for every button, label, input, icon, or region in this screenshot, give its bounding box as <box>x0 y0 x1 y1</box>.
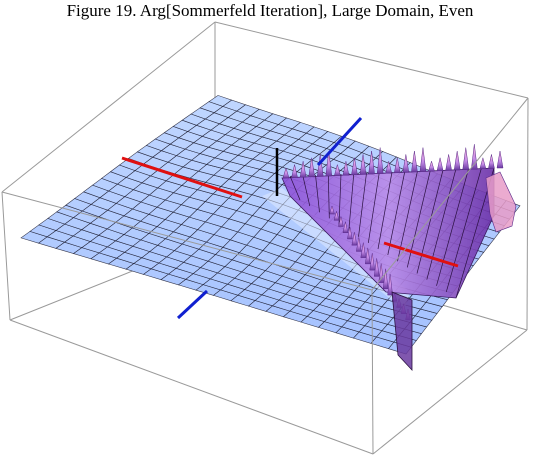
wall-mesh-line <box>289 175 301 201</box>
spike <box>369 253 376 271</box>
blue-line-bottom <box>176 289 209 320</box>
spike <box>347 226 353 240</box>
spike <box>308 157 315 178</box>
spike <box>291 164 298 178</box>
wall-mesh-line <box>358 172 367 237</box>
spike <box>329 205 335 215</box>
spike <box>479 156 487 170</box>
spike <box>496 150 504 169</box>
spike <box>382 268 389 290</box>
spike <box>373 258 380 277</box>
spike <box>325 150 333 177</box>
spike <box>342 161 350 176</box>
wall-mesh-line <box>397 170 418 262</box>
spike <box>453 150 461 171</box>
box-edge-back-top-left <box>1 21 216 193</box>
spike <box>282 167 290 179</box>
spike <box>488 154 495 169</box>
spike <box>428 160 435 172</box>
spike <box>338 216 344 227</box>
wall-mesh-line <box>436 168 469 286</box>
spike <box>462 147 470 170</box>
front-wedge <box>391 291 413 372</box>
spike <box>393 157 401 174</box>
wall-mesh-line <box>416 169 444 274</box>
spike <box>445 154 452 171</box>
wall-mesh-line <box>445 168 482 292</box>
box-edge-back-top-right <box>214 21 529 99</box>
wall-mesh-line <box>302 175 311 207</box>
spike <box>419 147 427 172</box>
wall-mesh-line <box>315 174 320 213</box>
overlay-lines <box>121 116 459 320</box>
bounding-box-front <box>1 97 529 455</box>
surface-layer <box>20 95 521 372</box>
spike <box>436 157 444 172</box>
red-line-right <box>383 241 459 268</box>
wall-mesh-line <box>367 172 380 243</box>
spike <box>402 154 410 173</box>
figure-title: Figure 19. Arg[Sommerfeld Iteration], La… <box>66 1 474 20</box>
wall-mesh-line <box>377 171 393 250</box>
box-edge-front-right-vertical <box>526 97 529 331</box>
wall-mesh-line <box>327 174 330 219</box>
spike <box>411 150 418 173</box>
spike <box>376 147 384 174</box>
box-edge-top-front-left <box>1 191 373 291</box>
spike <box>385 161 393 174</box>
box-edge-front-left-vertical <box>1 191 11 321</box>
wall-mesh-line <box>338 173 342 225</box>
spike <box>333 210 340 221</box>
spike <box>356 237 362 252</box>
spike <box>360 242 367 258</box>
spike <box>334 163 341 176</box>
spike <box>387 274 393 296</box>
spike <box>359 154 367 175</box>
wall-mesh <box>289 167 495 299</box>
red-line-left <box>121 156 243 199</box>
box-edge-top-front-right <box>371 97 529 291</box>
wall-mesh-line <box>426 169 457 280</box>
blue-line-top <box>316 116 363 167</box>
box-edge-front-center-vertical <box>371 289 374 455</box>
wall-mesh-line <box>387 171 406 256</box>
right-fringe <box>485 171 517 233</box>
spike <box>351 157 358 176</box>
spike <box>299 161 307 178</box>
spike <box>368 150 375 175</box>
spike <box>342 221 349 233</box>
spike <box>471 144 478 170</box>
box-edge-bottom-front-left <box>9 319 374 455</box>
spike <box>351 232 358 246</box>
spike-row-top <box>282 144 504 179</box>
spike <box>364 247 371 265</box>
wall-mesh-line <box>348 173 355 231</box>
box-edge-bottom-front-right <box>372 329 528 455</box>
